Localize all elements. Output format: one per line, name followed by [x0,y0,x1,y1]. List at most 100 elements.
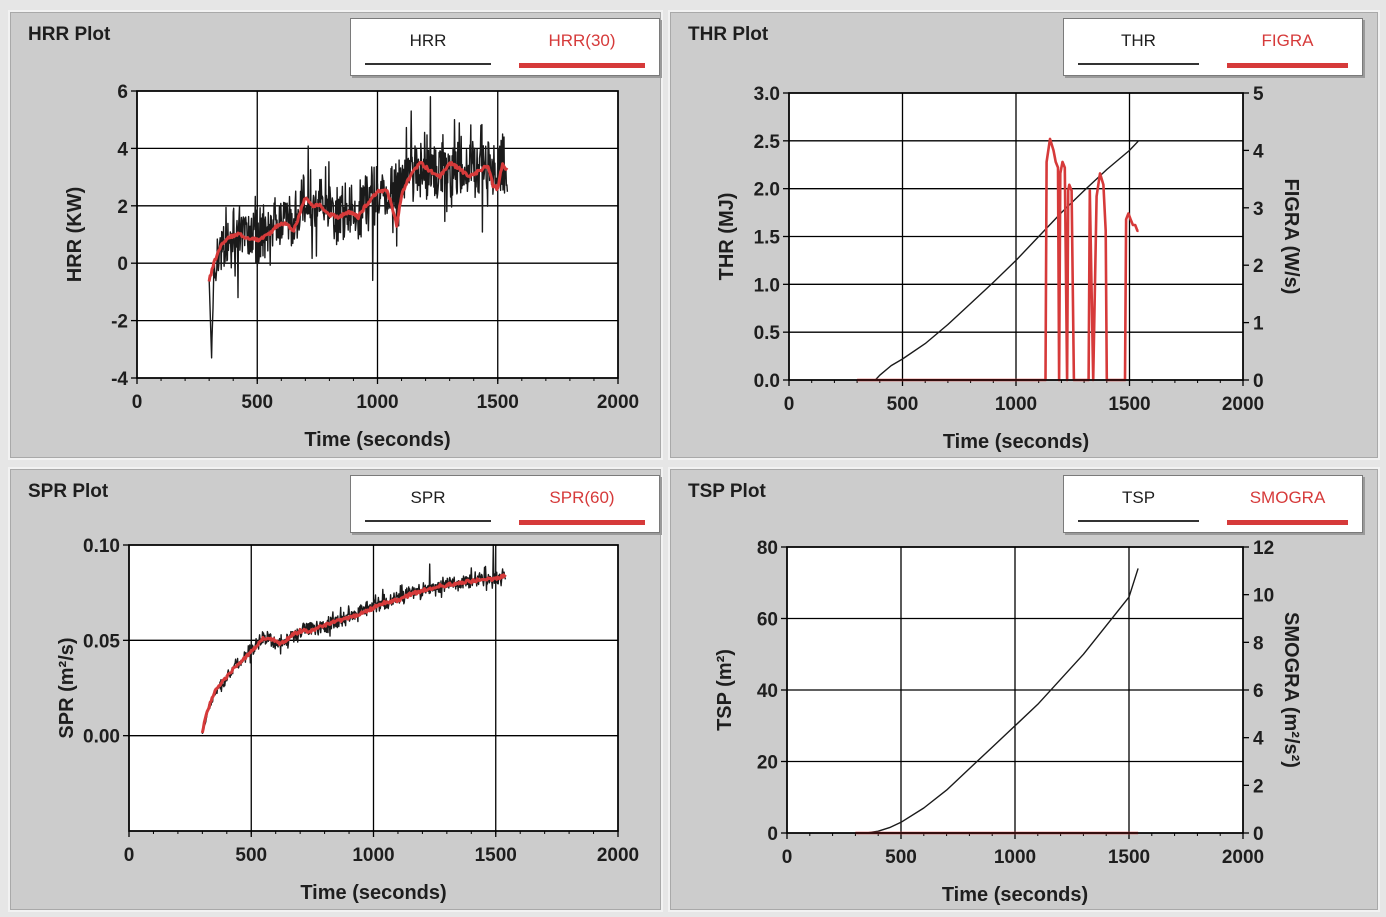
y-tick-label: 40 [757,681,778,702]
hrr-plot-plot-frame [136,90,619,379]
y-tick-label: 80 [757,538,778,559]
y2-tick-label: 10 [1253,586,1274,607]
legend-swatch-tsp [1078,520,1199,522]
y2-tick-label: 12 [1253,538,1274,559]
legend-label-hrr-30: HRR(30) [548,31,616,50]
x-tick-label: 500 [241,392,273,413]
y2-tick-label: 8 [1253,633,1264,654]
x-tick-label: 0 [784,394,795,415]
y-tick-label: 0.5 [754,323,781,344]
legend-item-spr[interactable]: SPR [351,476,505,532]
legend-swatch-hrr [365,63,491,65]
hrr-plot-panel: HRR Plot HRR HRR(30) 0 500 1000 1500 2000 -4 -2 0 2… [8,10,663,460]
y-tick-label: -2 [111,312,128,333]
legend-swatch-spr-60 [519,520,645,525]
legend-item-tsp[interactable]: TSP [1064,476,1213,532]
y-tick-label: 6 [117,82,128,103]
x-tick-label: 1000 [352,845,394,866]
legend-item-figra[interactable]: FIGRA [1213,19,1362,75]
y-tick-label: 20 [757,753,778,774]
hrr-plot-title: HRR Plot [28,24,111,45]
y-tick-label: 4 [117,139,128,160]
tsp-plot-svg: 0 500 1000 1500 2000020406080024681012SMOGRA… [714,538,1302,906]
legend-item-smogra[interactable]: SMOGRA [1213,476,1362,532]
x-tick-label: 500 [887,394,919,415]
y-tick-label: -4 [111,369,128,390]
x-axis-label: Time (seconds) [300,882,446,904]
legend-swatch-spr [365,520,491,522]
y-tick-label: 0.05 [83,631,120,652]
legend-label-spr: SPR [410,488,446,507]
thr-plot-title: THR Plot [688,24,769,45]
legend-swatch-thr [1078,63,1199,65]
y-tick-label: 2.0 [754,180,780,201]
y-tick-label: 0.10 [83,536,120,557]
y2-tick-label: 5 [1253,84,1264,105]
x-tick-label: 2000 [1222,847,1264,868]
y2-axis-label: FIGRA (W/s) [1280,179,1302,295]
hrr-plot-svg: 0 500 1000 1500 2000 -4 -2 0 2 4 6 Time (seconds) HR… [64,82,639,451]
y-tick-label: 1.0 [754,275,780,296]
y-tick-label: 0.0 [754,371,780,392]
x-axis-label: Time (seconds) [304,429,450,451]
x-tick-label: 2000 [1222,394,1264,415]
thr-plot-legend[interactable]: THR FIGRA [1063,18,1363,76]
x-tick-label: 1500 [1108,394,1150,415]
legend-item-spr-60[interactable]: SPR(60) [505,476,659,532]
y-axis-label: TSP (m²) [714,649,736,731]
y-tick-label: 60 [757,610,778,631]
y-tick-label: 0.00 [83,727,120,748]
y-tick-label: 0 [117,254,128,275]
y-tick-label: 2 [117,197,128,218]
legend-swatch-smogra [1227,520,1348,525]
tsp-plot-panel: TSP Plot TSP SMOGRA 0 500 1000 1500 2000 0 20 40 60… [668,467,1380,912]
y2-tick-label: 0 [1253,371,1264,392]
legend-item-hrr-30[interactable]: HRR(30) [505,19,659,75]
spr-plot-title: SPR Plot [28,481,109,502]
spr-plot-legend[interactable]: SPR SPR(60) [350,475,660,533]
y2-tick-label: 3 [1253,199,1264,220]
x-tick-label: 2000 [597,392,639,413]
legend-swatch-figra [1227,63,1348,68]
legend-label-figra: FIGRA [1261,31,1314,50]
series-line-tsp [855,568,1139,834]
y-tick-label: 2.5 [754,132,781,153]
legend-label-hrr: HRR [409,31,447,50]
y2-tick-label: 4 [1253,141,1264,162]
x-tick-label: 1500 [1108,847,1150,868]
hrr-plot-legend[interactable]: HRR HRR(30) [350,18,660,76]
y2-tick-label: 2 [1253,776,1264,797]
tsp-plot-plot-frame [786,546,1244,834]
tsp-plot-legend[interactable]: TSP SMOGRA [1063,475,1363,533]
y2-tick-label: 0 [1253,824,1264,845]
x-tick-label: 500 [885,847,917,868]
x-tick-label: 1500 [475,845,517,866]
legend-label-smogra: SMOGRA [1249,488,1326,507]
legend-label-tsp: TSP [1121,488,1156,507]
legend-item-hrr[interactable]: HRR [351,19,505,75]
spr-plot-plot-frame [128,544,619,832]
series-line-hrr-30 [207,161,509,282]
y-tick-label: 3.0 [754,84,780,105]
x-tick-label: 2000 [597,845,639,866]
legend-item-thr[interactable]: THR [1064,19,1213,75]
thr-plot-panel: THR Plot THR FIGRA 0 500 1000 1500 2000 0.0 0.5 1.… [668,10,1380,460]
y-axis-label: THR (MJ) [716,193,738,281]
y2-tick-label: 1 [1253,314,1264,335]
y-tick-label: 1.5 [754,228,781,249]
y2-tick-label: 2 [1253,256,1264,277]
x-tick-label: 1500 [477,392,519,413]
x-tick-label: 1000 [995,394,1037,415]
series-line-thr [857,140,1140,381]
x-tick-label: 0 [124,845,135,866]
y-axis-label: HRR (KW) [64,187,86,283]
x-axis-label: Time (seconds) [942,884,1088,906]
thr-plot-svg: 0 500 1000 1500 2000 0.0 0.5 1.0 1.5 2.0 2.5 3.0 0 1 2… [716,84,1302,453]
spr-plot-panel: SPR Plot SPR SPR(60) 0 500 1000 1500 2000 0.00 0.… [8,467,663,912]
x-tick-label: 1000 [356,392,398,413]
x-axis-label: Time (seconds) [943,431,1089,453]
x-tick-label: 0 [782,847,793,868]
legend-label-thr: THR [1121,31,1156,50]
y2-tick-label: 6 [1253,681,1264,702]
